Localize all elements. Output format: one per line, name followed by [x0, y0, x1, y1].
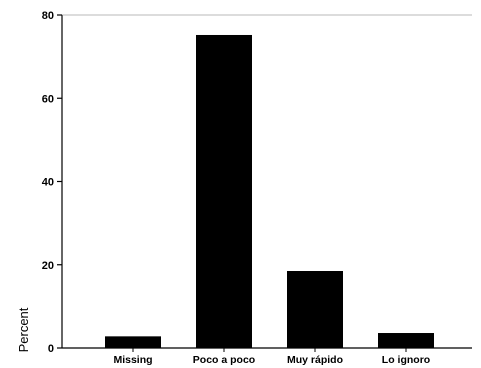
bars — [105, 34, 434, 348]
bar — [378, 333, 434, 348]
x-tick-label: Muy rápido — [287, 354, 343, 366]
y-tick-label: 40 — [42, 177, 54, 189]
bar — [105, 336, 161, 348]
y-tick-label: 20 — [42, 260, 54, 272]
y-axis: 0 20 40 60 80 — [42, 10, 472, 355]
y-tick-label: 0 — [48, 343, 54, 355]
y-tick-label: 80 — [42, 10, 54, 22]
bar — [287, 270, 343, 348]
x-axis: Missing Poco a poco Muy rápido Lo ignoro — [62, 347, 472, 366]
y-axis-title: Percent — [16, 307, 31, 352]
x-tick-label: Poco a poco — [193, 354, 255, 366]
bar — [196, 34, 252, 348]
x-tick-label: Lo ignoro — [382, 354, 430, 366]
x-tick-label: Missing — [113, 354, 152, 366]
y-tick-label: 60 — [42, 93, 54, 105]
